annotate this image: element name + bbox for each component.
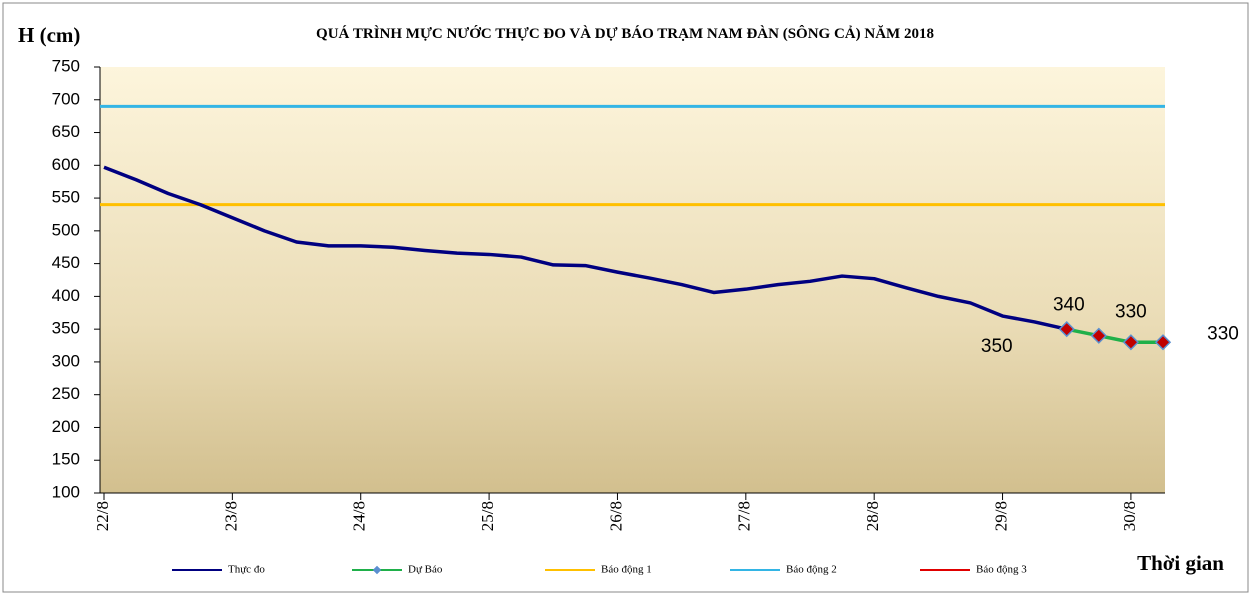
data-label: 330 xyxy=(1115,301,1147,322)
y-axis-title: H (cm) xyxy=(18,23,80,47)
data-label: 350 xyxy=(981,336,1013,357)
y-tick-label: 150 xyxy=(52,450,80,469)
data-label: 330 xyxy=(1207,323,1239,344)
x-tick-label: 27/8 xyxy=(735,501,754,531)
data-label: 340 xyxy=(1053,295,1085,316)
y-tick-label: 200 xyxy=(52,417,80,436)
legend-label: Báo động 3 xyxy=(976,564,1027,576)
x-tick-label: 28/8 xyxy=(863,501,882,531)
legend-label: Thực đo xyxy=(228,564,265,576)
y-tick-label: 350 xyxy=(52,319,80,338)
y-tick-label: 650 xyxy=(52,122,80,141)
x-tick-label: 22/8 xyxy=(93,501,112,531)
y-tick-label: 250 xyxy=(52,384,80,403)
y-tick-label: 700 xyxy=(52,89,80,108)
x-tick-label: 24/8 xyxy=(350,501,369,531)
y-tick-label: 300 xyxy=(52,351,80,370)
x-axis-title: Thời gian xyxy=(1137,551,1224,575)
plot-area xyxy=(100,67,1165,493)
x-tick-label: 25/8 xyxy=(478,501,497,531)
chart-title: QUÁ TRÌNH MỰC NƯỚC THỰC ĐO VÀ DỰ BÁO TRẠ… xyxy=(316,25,934,42)
x-tick-label: 26/8 xyxy=(606,501,625,531)
marker xyxy=(1122,334,1140,351)
marker xyxy=(1154,334,1172,351)
series-line xyxy=(1066,327,1163,345)
y-tick-label: 400 xyxy=(52,286,80,305)
y-tick-label: 450 xyxy=(52,253,80,272)
legend-label: Dự Báo xyxy=(408,564,443,576)
legend-label: Báo động 2 xyxy=(786,564,837,576)
x-tick-label: 23/8 xyxy=(221,501,240,531)
y-tick-label: 500 xyxy=(52,220,80,239)
marker xyxy=(1058,321,1075,338)
y-tick-label: 550 xyxy=(52,188,80,207)
marker xyxy=(1090,327,1107,344)
legend-marker xyxy=(372,565,382,575)
series-line xyxy=(103,165,1068,331)
legend-label: Báo động 1 xyxy=(601,564,652,576)
x-tick-label: 29/8 xyxy=(991,501,1010,531)
y-tick-label: 750 xyxy=(52,56,80,75)
x-tick-label: 30/8 xyxy=(1120,501,1139,531)
y-tick-label: 600 xyxy=(52,155,80,174)
y-tick-label: 100 xyxy=(52,482,80,501)
